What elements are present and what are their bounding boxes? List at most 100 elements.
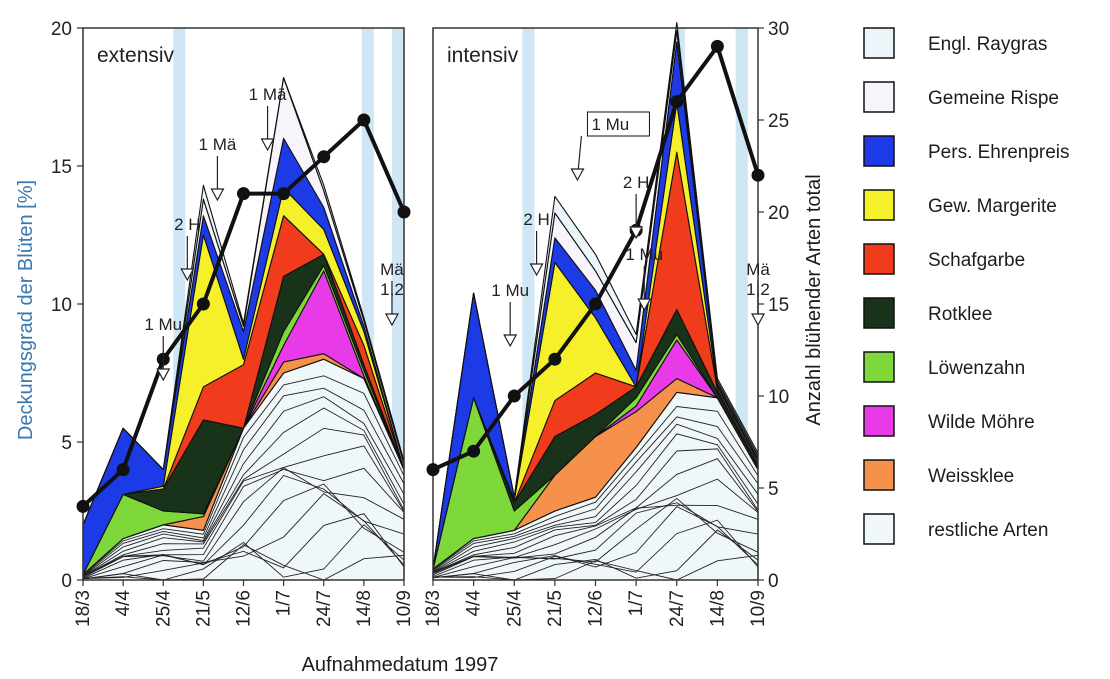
- y-tick-label-left: 10: [51, 295, 72, 316]
- x-tick-label: 21/5: [193, 590, 214, 627]
- hatch-line: [82, 483, 405, 580]
- x-tick-label: 12/6: [586, 590, 607, 627]
- x-tick-label: 24/7: [314, 590, 335, 627]
- annotation-label: 1 Mu: [144, 315, 182, 334]
- y-tick-label-right: 25: [768, 111, 789, 132]
- y-tick-label-right: 30: [768, 19, 789, 40]
- legend-label: Weissklee: [928, 466, 1014, 487]
- panel-title: intensiv: [447, 44, 519, 67]
- legend-swatch: [863, 135, 895, 167]
- hatch-line: [432, 423, 759, 572]
- legend-swatch: [863, 459, 895, 491]
- hatch-line: [82, 467, 405, 578]
- legend-item: Weissklee: [863, 459, 1014, 491]
- legend-label: Schafgarbe: [928, 250, 1025, 271]
- species-point: [116, 463, 130, 477]
- annotation-label: 2 H: [523, 210, 549, 229]
- species-point: [670, 95, 684, 109]
- hatch-line: [82, 427, 405, 577]
- x-tick-label: 4/4: [464, 590, 485, 617]
- legend-item: Rotklee: [863, 297, 992, 329]
- species-point: [397, 205, 411, 219]
- annotation-arrowhead: [529, 263, 544, 277]
- legend-item: Pers. Ehrenpreis: [863, 135, 1070, 167]
- y-tick-label-left: 15: [51, 157, 72, 178]
- y-tick-label-left: 5: [61, 433, 72, 454]
- legend-swatch: [863, 297, 895, 329]
- annotation-box: [586, 111, 650, 137]
- y-tick-label-right: 15: [768, 295, 789, 316]
- legend-swatch: [863, 243, 895, 275]
- hatch-line: [432, 416, 759, 571]
- legend-item: Engl. Raygras: [863, 27, 1047, 59]
- annotation-label: 1 Mu: [625, 245, 663, 264]
- legend-swatch: [863, 81, 895, 113]
- species-point: [277, 187, 291, 201]
- hatch-line: [82, 396, 405, 577]
- annotation-arrowhead: [637, 298, 652, 312]
- hatch-line: [82, 493, 405, 580]
- legend-label: restliche Arten: [928, 520, 1048, 541]
- annotation-arrowhead: [180, 268, 195, 282]
- hatch-line: [82, 445, 405, 577]
- species-point: [751, 168, 765, 182]
- annotation-arrowhead: [260, 138, 275, 152]
- x-tick-label: 18/3: [423, 590, 444, 627]
- legend-label: Pers. Ehrenpreis: [928, 142, 1070, 163]
- x-axis-label: Aufnahmedatum 1997: [302, 654, 499, 676]
- legend-label: Gew. Margerite: [928, 196, 1057, 217]
- legend-swatch: [863, 27, 895, 59]
- annotation-label: 1 Mu: [491, 281, 529, 300]
- x-tick-label: 10/9: [394, 590, 415, 627]
- legend-swatch: [863, 405, 895, 437]
- hatch-line: [432, 519, 759, 578]
- species-point: [710, 39, 724, 53]
- legend-item: Schafgarbe: [863, 243, 1025, 275]
- annotation-arrowhead: [629, 226, 644, 240]
- x-tick-label: 14/8: [707, 590, 728, 627]
- hatch-line: [432, 433, 759, 573]
- y-tick-label-right: 10: [768, 387, 789, 408]
- annotation-arrowhead: [210, 188, 225, 202]
- hatch-line: [82, 467, 405, 578]
- annotation-arrowhead: [750, 313, 766, 327]
- hatch-line: [432, 506, 759, 579]
- hatch-line: [432, 406, 759, 571]
- hatch-line: [432, 458, 759, 574]
- hatch-line: [82, 474, 405, 579]
- legend-item: restliche Arten: [863, 513, 1048, 545]
- legend-item: Gew. Margerite: [863, 189, 1057, 221]
- x-tick-label: 25/4: [504, 590, 525, 627]
- species-point: [196, 297, 210, 311]
- x-tick-label: 14/8: [354, 590, 375, 627]
- legend-item: Gemeine Rispe: [863, 81, 1059, 113]
- legend-swatch: [863, 513, 895, 545]
- y-tick-label-left: 0: [61, 571, 72, 592]
- panel-title: extensiv: [97, 44, 175, 67]
- y-tick-label-left: 20: [51, 19, 72, 40]
- hatch-line: [432, 448, 759, 573]
- x-tick-label: 24/7: [667, 590, 688, 627]
- annotation-label: 2 H: [623, 173, 649, 192]
- hatch-line: [432, 502, 759, 577]
- annotation-label: Mä: [380, 260, 404, 279]
- y-axis-label-left: Deckungsgrad der Blüten [%]: [15, 180, 37, 440]
- hatch-line: [432, 497, 759, 579]
- y-tick-label-right: 5: [768, 479, 779, 500]
- species-point: [589, 297, 602, 311]
- legend-swatch: [863, 189, 895, 221]
- hatch-line: [82, 513, 405, 580]
- species-point: [507, 389, 521, 403]
- annotation-arrowhead: [570, 168, 585, 182]
- legend-label: Gemeine Rispe: [928, 88, 1059, 109]
- species-point: [317, 150, 331, 164]
- x-tick-label: 4/4: [113, 590, 134, 617]
- annotation-label: 1 Mä: [199, 135, 237, 154]
- x-tick-label: 1/7: [274, 590, 295, 616]
- y-axis-label-right: Anzahl blühender Arten total: [803, 174, 825, 425]
- hatch-line: [82, 375, 405, 576]
- annotation-label: 1 Mä: [249, 85, 287, 104]
